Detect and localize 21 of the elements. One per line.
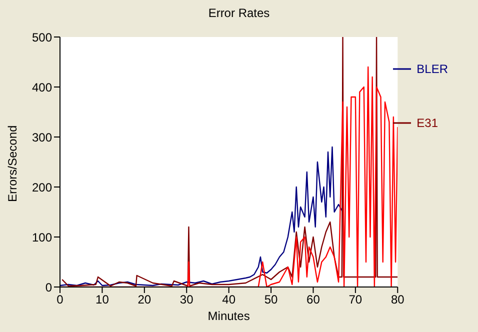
y-tick-label: 300 xyxy=(32,130,52,144)
y-tick-label: 400 xyxy=(32,80,52,94)
y-tick-label: 100 xyxy=(32,230,52,244)
y-axis-title: Errors/Second xyxy=(5,125,20,202)
x-tick-label: 30 xyxy=(180,292,194,307)
x-tick-label: 10 xyxy=(96,292,110,307)
y-tick-label: 0 xyxy=(45,280,52,294)
legend-label: E31 xyxy=(416,116,438,130)
line-series xyxy=(60,146,344,286)
x-tick-label: 60 xyxy=(306,292,320,307)
legend-label: BLER xyxy=(416,62,448,76)
x-tick-label: 80 xyxy=(390,292,405,307)
x-tick-label: 0 xyxy=(56,292,64,307)
x-tick-label: 50 xyxy=(264,292,278,307)
x-axis-title: Minutes xyxy=(208,309,250,323)
y-tick-label: 500 xyxy=(32,30,52,44)
x-tick-label: 70 xyxy=(348,292,362,307)
x-tick-label: 20 xyxy=(138,292,152,307)
y-tick-label: 200 xyxy=(32,180,52,194)
chart-title: Error Rates xyxy=(207,6,271,20)
x-tick-label: 40 xyxy=(222,292,236,307)
